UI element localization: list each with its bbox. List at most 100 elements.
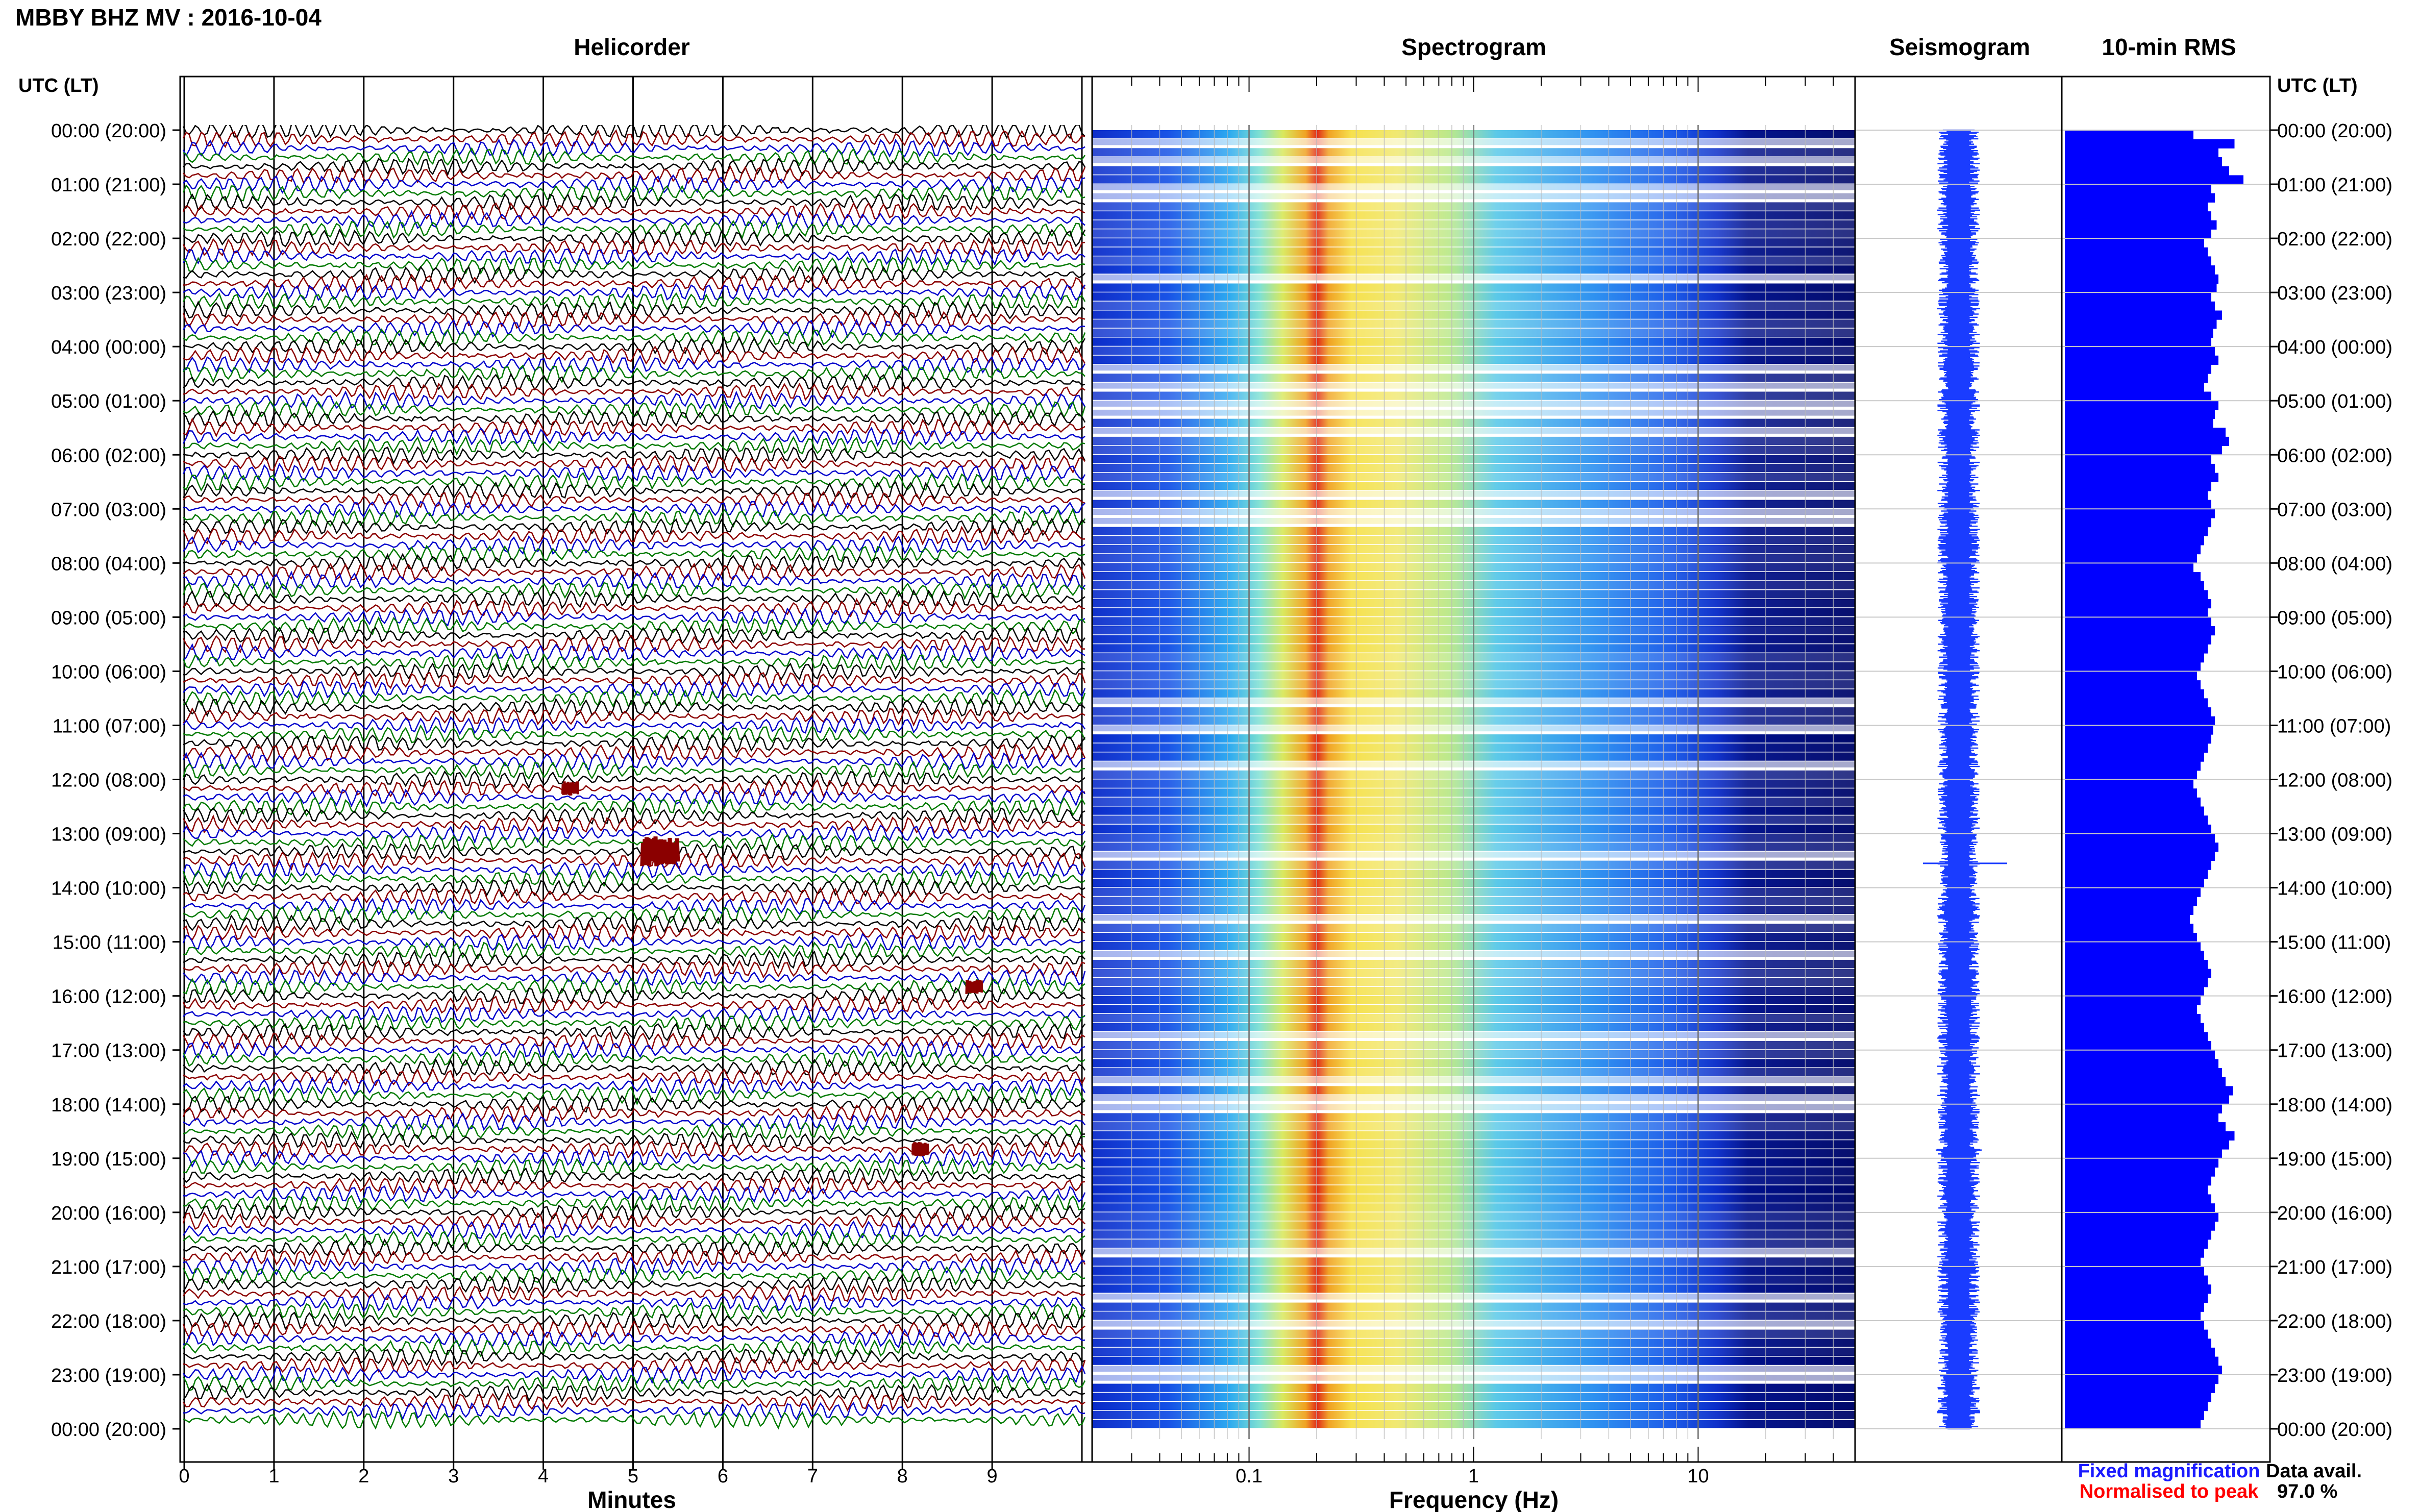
helicorder-trace: [182, 1040, 1085, 1060]
rms-bar: [2065, 941, 2201, 951]
rms-bar: [2065, 1122, 2226, 1132]
helicorder-trace: [183, 1184, 1086, 1204]
helicorder-trace: [183, 256, 1085, 275]
rms-bar: [2065, 897, 2197, 906]
time-label-right: 17:00 (13:00): [2277, 1040, 2392, 1062]
helicorder-trace: [183, 742, 1086, 763]
helicorder-trace: [183, 535, 1085, 555]
helicorder-trace: [183, 680, 1086, 699]
time-label-left: 12:00 (08:00): [51, 770, 166, 791]
helicorder-trace: [182, 1374, 1086, 1394]
rms-bar: [2065, 1104, 2222, 1113]
time-label-right: 10:00 (06:00): [2277, 661, 2392, 683]
helicorder-trace: [183, 435, 1085, 456]
helicorder-panel: [182, 77, 1086, 1462]
rms-bar: [2065, 166, 2229, 176]
helicorder-trace: [182, 581, 1085, 601]
helicorder-trace: [182, 481, 1085, 501]
helicorder-trace: [182, 125, 1085, 140]
rms-bar: [2065, 1383, 2215, 1393]
rms-bar: [2065, 1131, 2235, 1141]
rms-bar: [2065, 824, 2211, 834]
frequency-tick-label: 0.1: [1236, 1466, 1263, 1487]
rms-bar: [2065, 860, 2211, 870]
helicorder-trace: [183, 941, 1085, 960]
rms-bar: [2065, 1366, 2222, 1375]
helicorder-trace: [183, 1293, 1085, 1313]
rms-bar: [2065, 1329, 2208, 1339]
rms-bar: [2065, 346, 2215, 356]
time-axis-header-left: UTC (LT): [18, 75, 99, 96]
time-label-right: 03:00 (23:00): [2277, 283, 2392, 304]
time-label-right: 19:00 (15:00): [2277, 1149, 2392, 1170]
rms-bar: [2065, 337, 2211, 347]
helicorder-trace: [182, 309, 1085, 329]
helicorder-trace: [183, 544, 1085, 564]
rms-bar: [2065, 238, 2204, 248]
rms-bar: [2065, 247, 2208, 257]
rms-bar: [2065, 256, 2211, 266]
helicorder-trace: [183, 156, 1086, 177]
rms-bar: [2065, 1041, 2211, 1051]
frequency-tick-label: 10: [1687, 1466, 1709, 1487]
rms-bar: [2065, 202, 2208, 212]
rms-bar: [2065, 283, 2217, 293]
rms-bar: [2065, 1420, 2201, 1429]
helicorder-trace: [182, 1202, 1085, 1222]
rms-bar: [2065, 987, 2204, 997]
rms-bar: [2065, 1284, 2211, 1294]
helicorder-trace: [182, 364, 1085, 384]
rms-bar: [2065, 1050, 2215, 1059]
figure-title: MBBY BHZ MV : 2016-10-04: [15, 4, 322, 31]
rms-bar: [2065, 1059, 2218, 1069]
rms-bar: [2065, 445, 2222, 455]
time-label-left: 05:00 (01:00): [51, 391, 166, 412]
helicorder-trace: [183, 1301, 1086, 1321]
helicorder-trace: [182, 1049, 1085, 1069]
helicorder-trace: [183, 1248, 1086, 1267]
helicorder-trace: [182, 806, 1085, 825]
panel-title-seismogram: Seismogram: [1889, 34, 2030, 60]
rms-bar: [2065, 1032, 2208, 1042]
rms-bar: [2065, 193, 2215, 203]
rms-bar: [2065, 797, 2201, 807]
rms-bar: [2065, 1402, 2208, 1411]
helicorder-trace: [182, 526, 1085, 547]
helicorder-trace: [183, 607, 1085, 627]
time-labels: 00:00 (20:00) 00:00 (20:00) 01:00 (21:00) 0…: [51, 120, 2392, 1441]
helicorder-trace: [183, 283, 1086, 302]
time-label-right: 01:00 (21:00): [2277, 175, 2392, 196]
time-label-left: 23:00 (19:00): [51, 1365, 166, 1386]
data-availability-label: Data avail.: [2266, 1460, 2362, 1482]
rms-bar: [2065, 671, 2197, 681]
helicorder-trace: [183, 455, 1086, 474]
helicorder-trace: [183, 192, 1085, 212]
rms-bar: [2065, 1347, 2215, 1357]
rms-bar: [2065, 1014, 2201, 1024]
rms-bar: [2065, 905, 2193, 915]
rms-bar: [2065, 500, 2211, 509]
time-label-right: 23:00 (19:00): [2277, 1365, 2392, 1386]
helicorder-trace: [183, 517, 1085, 536]
helicorder-trace: [182, 1031, 1085, 1051]
rms-bar: [2065, 1203, 2215, 1213]
rms-bar: [2065, 364, 2211, 374]
rms-bar: [2065, 914, 2190, 924]
helicorder-event: [640, 836, 680, 866]
helicorder-trace: [182, 1275, 1085, 1294]
rms-bar: [2065, 1302, 2204, 1312]
time-label-left: 10:00 (06:00): [51, 661, 166, 683]
rms-bar: [2065, 1257, 2201, 1267]
panel-title-rms: 10-min RMS: [2102, 34, 2236, 60]
rms-bar: [2065, 391, 2211, 401]
rms-bar: [2065, 779, 2193, 789]
helicorder-trace: [183, 662, 1085, 681]
helicorder-trace: [183, 147, 1086, 166]
helicorder-trace: [182, 427, 1085, 447]
helicorder-trace: [182, 932, 1085, 952]
helicorder-trace: [183, 616, 1086, 636]
helicorder-trace: [182, 598, 1085, 618]
helicorder-trace: [183, 381, 1085, 402]
rms-bar: [2065, 130, 2193, 140]
rms-bar: [2065, 969, 2211, 978]
